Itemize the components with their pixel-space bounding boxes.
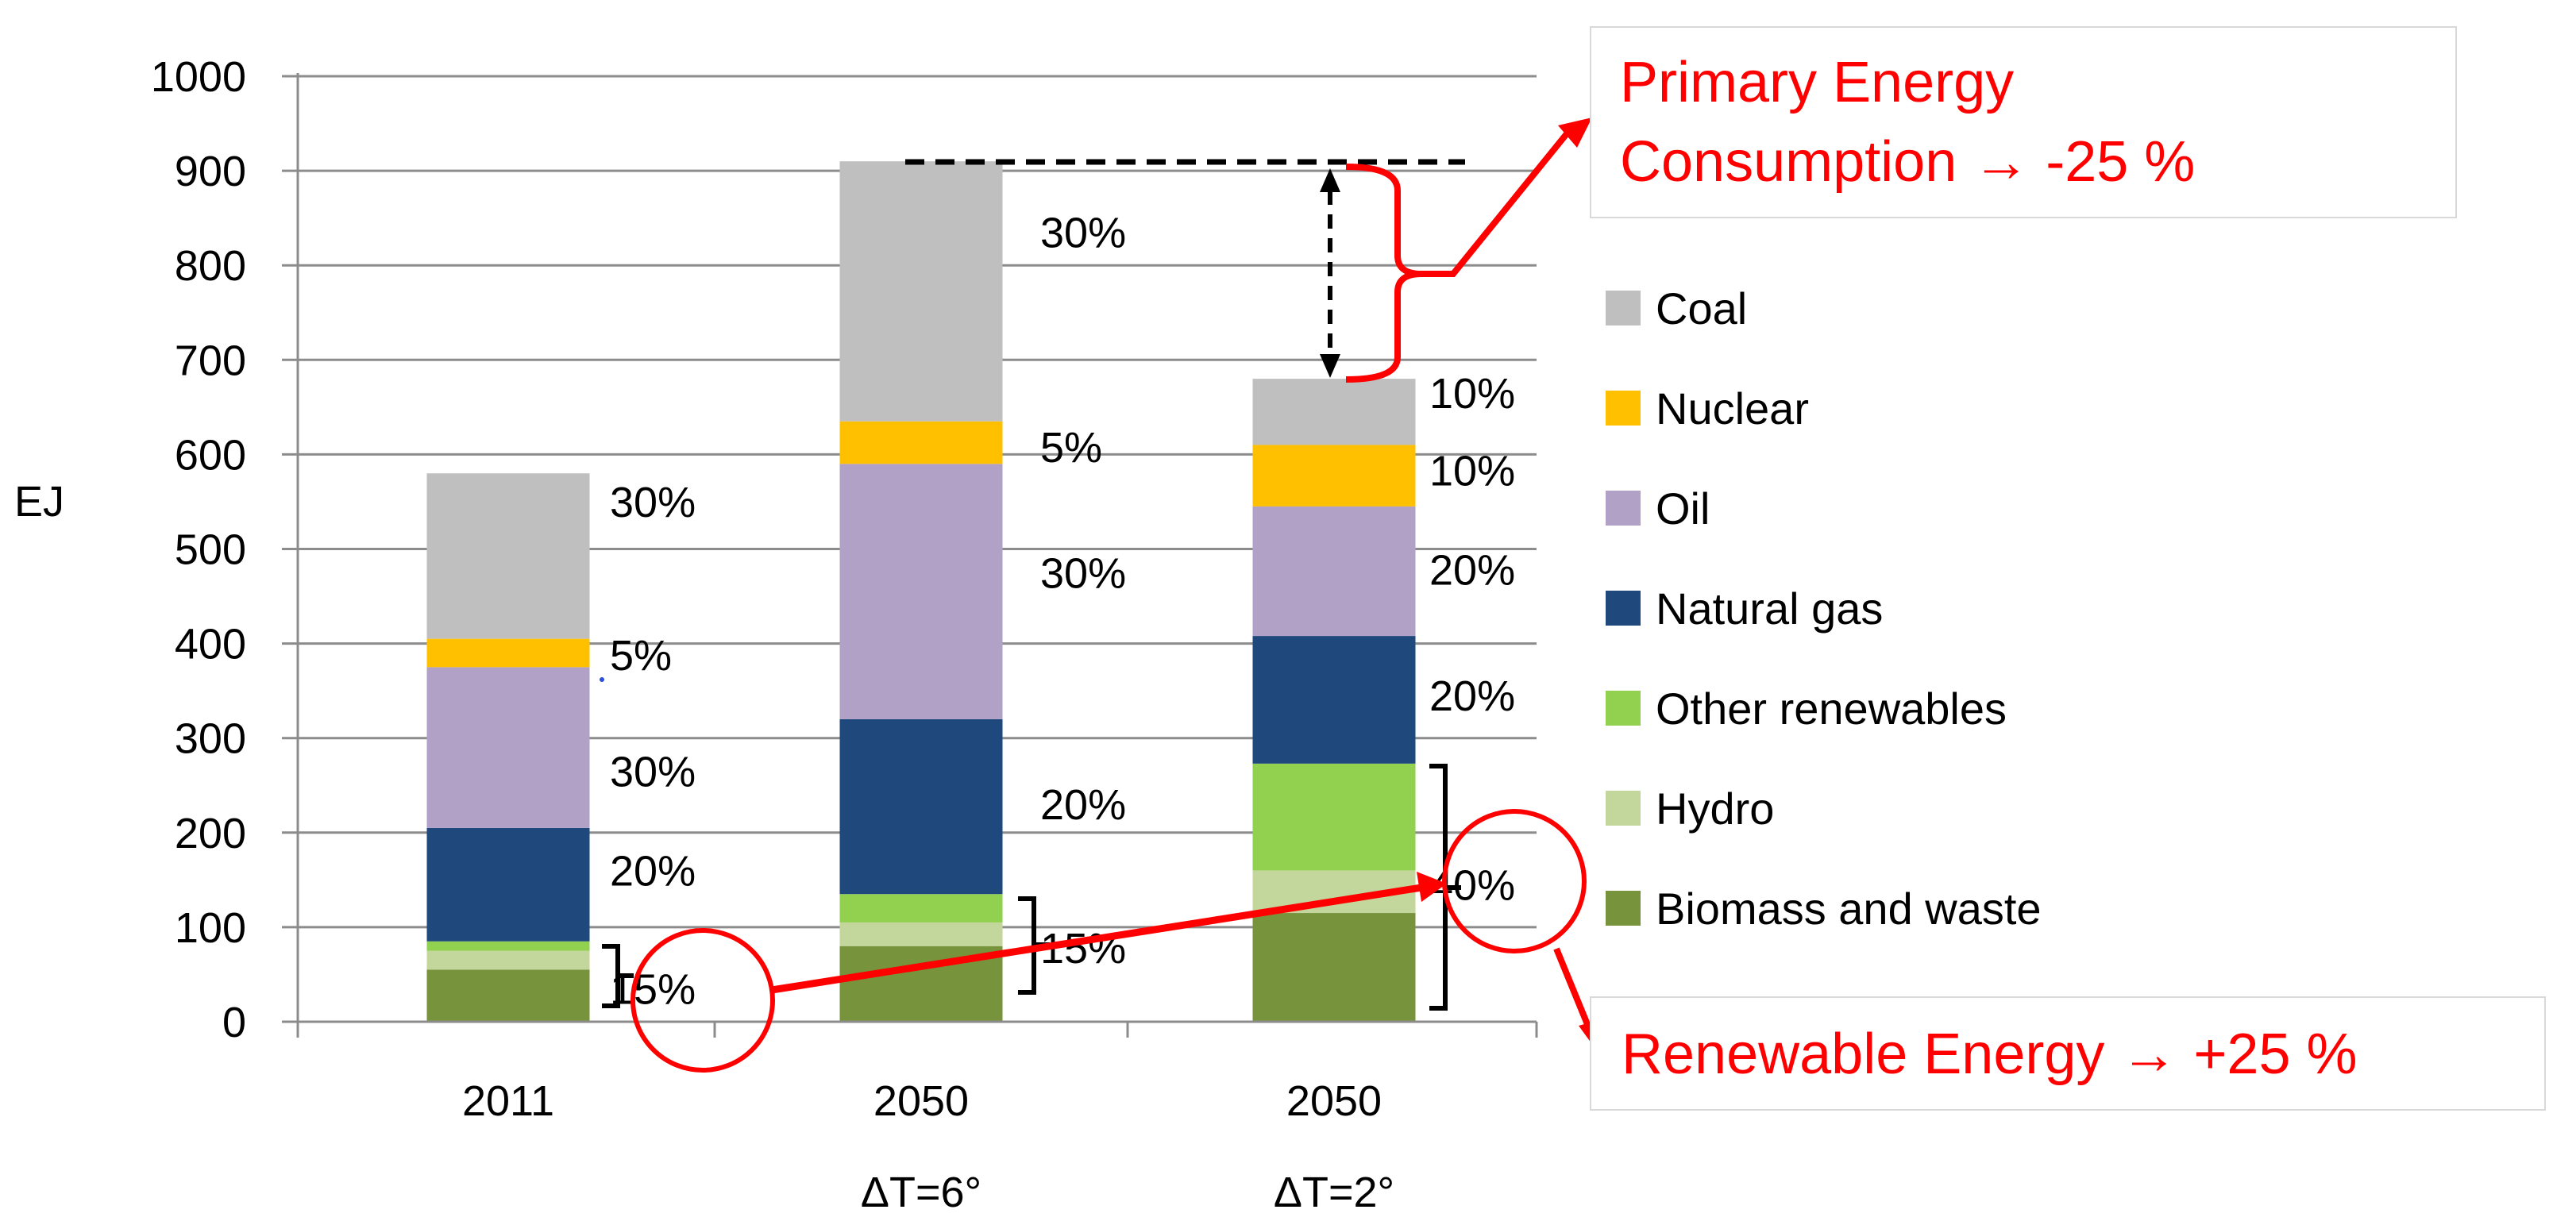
renewable-energy-text: Renewable Energy → +25 % [1622, 1023, 2358, 1086]
callout-box [1590, 996, 2546, 1111]
bar-nuclear-2 [1252, 445, 1416, 507]
legend-label-nuclear: Nuclear [1656, 383, 1809, 433]
annotation-overlay: Primary Energy Consumption → -25 % Renewab… [600, 26, 2546, 1111]
legend-label-coal: Coal [1656, 283, 1747, 333]
primary-energy-connector [1421, 129, 1571, 277]
legend-swatch-oil [1606, 491, 1641, 526]
percent-label: 30% [1040, 549, 1126, 597]
legend-swatch-nuclear [1606, 391, 1641, 426]
percent-label: 20% [1040, 781, 1126, 829]
bar-other-renewables-1 [839, 894, 1003, 922]
x-tick-label: 2050 [1286, 1077, 1382, 1125]
legend-label-hydro: Hydro [1656, 784, 1774, 834]
y-tick-label: 500 [175, 526, 246, 574]
y-axis-label: EJ [14, 478, 64, 526]
bar-nuclear-1 [839, 421, 1003, 464]
legend-swatch-hydro [1606, 791, 1641, 826]
legend: Coal Nuclear Oil Natural gas Other renewable… [1606, 283, 2042, 934]
percent-label: 30% [610, 479, 696, 526]
legend-label-biomass-and-waste: Biomass and waste [1656, 884, 2042, 934]
highlight-circle-2deg [1442, 809, 1587, 953]
percent-label: 5% [610, 632, 672, 680]
percent-label: 10% [1429, 448, 1515, 495]
y-tick-label: 700 [175, 337, 246, 384]
legend-label-other-renewables: Other renewables [1656, 684, 2007, 734]
x-tick-sublabel: ΔT=2° [1274, 1169, 1394, 1216]
primary-energy-callout: Primary Energy Consumption → -25 % [1590, 26, 2457, 218]
y-tick-label: 0 [222, 999, 246, 1046]
y-tick-label: 200 [175, 810, 246, 857]
y-tick-label: 1000 [151, 53, 246, 101]
bar-oil-1 [839, 464, 1003, 719]
percent-label: 10% [1429, 370, 1515, 418]
brace-2011-renewables [602, 944, 634, 1008]
callout-box [1590, 26, 2457, 218]
y-tick-label: 600 [175, 431, 246, 479]
percent-label: 30% [610, 748, 696, 795]
x-tick-label: 2011 [462, 1077, 554, 1125]
percent-label: 5% [1040, 424, 1102, 472]
y-tick-label: 100 [175, 904, 246, 952]
y-tick-label: 900 [175, 148, 246, 195]
y-tick-label: 800 [175, 242, 246, 290]
y-tick-label: 400 [175, 621, 246, 668]
bar-hydro-0 [426, 950, 590, 970]
percent-label: 30% [1040, 210, 1126, 257]
renewable-growth-arrowhead [1417, 872, 1447, 902]
bar-oil-0 [426, 667, 590, 828]
x-tick-sublabel: ΔT=6° [861, 1169, 981, 1216]
percent-label: 20% [1429, 547, 1515, 595]
primary-energy-text: Primary Energy Consumption → -25 % [1620, 51, 2195, 194]
x-tick-label: 2050 [873, 1077, 969, 1125]
y-tick-label: 300 [175, 715, 246, 763]
bar-natural-gas-0 [426, 827, 590, 942]
bar-coal-1 [839, 161, 1003, 422]
bar-biomass-and-waste-0 [426, 969, 590, 1022]
arrow-head-up [1320, 168, 1340, 192]
primary-energy-brace [1345, 164, 1422, 383]
bar-coal-0 [426, 473, 590, 639]
renewable-energy-callout: Renewable Energy → +25 % [1590, 996, 2546, 1111]
bar-biomass-and-waste-2 [1252, 913, 1416, 1022]
percent-label: 20% [1429, 672, 1515, 720]
renewable-callout-connector [1553, 947, 1594, 1034]
legend-swatch-coal [1606, 291, 1641, 325]
primary-energy-arrowhead [1558, 117, 1592, 148]
percent-label: 15% [610, 965, 696, 1013]
legend-label-natural-gas: Natural gas [1656, 584, 1883, 634]
bar-other-renewables-0 [426, 941, 590, 951]
bar-oil-2 [1252, 506, 1416, 637]
bar-other-renewables-2 [1252, 763, 1416, 871]
highlight-circle-2011 [631, 928, 775, 1073]
renewable-growth-arrow [771, 884, 1422, 994]
arrow-head-down [1320, 354, 1340, 378]
bar-natural-gas-2 [1252, 636, 1416, 764]
bars [426, 161, 1416, 1022]
bar-nuclear-0 [426, 638, 590, 668]
bar-natural-gas-1 [839, 718, 1003, 895]
legend-swatch-natural-gas [1606, 591, 1641, 626]
bar-hydro-1 [839, 922, 1003, 946]
legend-label-oil: Oil [1656, 483, 1710, 533]
axes: 0 100 200 300 400 500 600 700 800 900 1000 2011 2050… [151, 53, 1538, 1216]
legend-swatch-biomass-and-waste [1606, 891, 1641, 926]
percent-label: 20% [610, 847, 696, 895]
legend-swatch-other-renewables [1606, 691, 1641, 726]
stray-dot [600, 677, 604, 682]
brace-2deg-renewables [1429, 764, 1461, 1011]
bar-coal-2 [1252, 379, 1416, 445]
